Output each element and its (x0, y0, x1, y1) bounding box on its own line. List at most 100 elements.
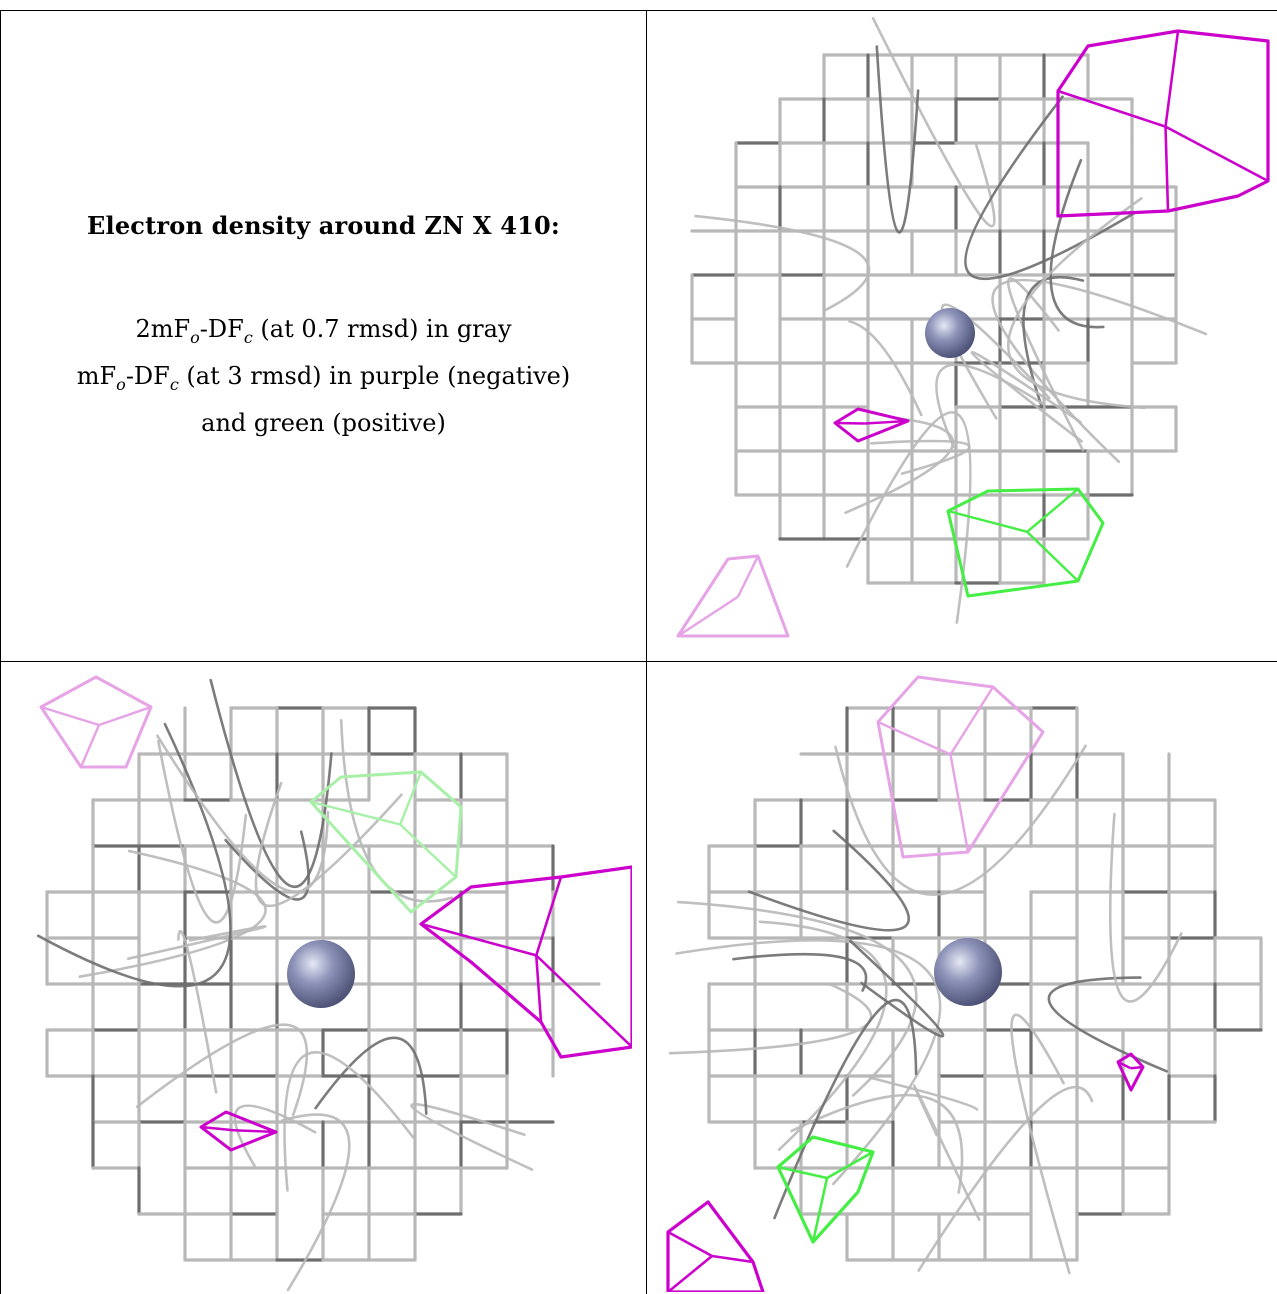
negative-cage-small-spoke (200, 1125, 234, 1132)
legend-line-fo: mFo-DFc (at 3 rmsd) in purple (negative) (76, 361, 571, 394)
positive-cage-faint-outline (309, 770, 463, 914)
negative-cage-small-spoke (1117, 1060, 1132, 1070)
mesh-strand (78, 849, 267, 978)
negative-cage-faint-spoke (98, 705, 152, 727)
negative-cage-corner-spoke (667, 1230, 713, 1258)
positive-cage-outline (946, 487, 1105, 598)
negative-cage-small (1116, 1052, 1145, 1092)
mesh-strand (834, 744, 1087, 896)
mesh-strand (869, 1076, 979, 1111)
caption-legend: 2mFo-DFc (at 0.7 rmsd) in gray mFo-DFc (… (77, 310, 571, 442)
mesh-strand (280, 1113, 351, 1292)
mesh-strand (935, 363, 1044, 449)
mesh-strand (970, 351, 1083, 443)
mesh-strand (917, 1085, 1094, 1272)
negative-cage-faint-spoke (79, 724, 101, 768)
density-view-3 (663, 662, 1275, 1292)
gray-mesh (690, 17, 1208, 624)
negative-cage-corner-spoke (711, 1254, 754, 1264)
mesh-strand (224, 830, 310, 901)
density-view-1 (648, 11, 1272, 641)
positive-cage-spoke (947, 509, 1028, 533)
negative-cage-faint-spoke (40, 705, 100, 727)
positive-cage (946, 487, 1105, 598)
legend-line-2fo: 2mFo-DFc (at 0.7 rmsd) in gray (135, 315, 512, 347)
mesh-strand (314, 1036, 428, 1115)
negative-cage-faint-spoke (736, 555, 760, 598)
positive-cage-spoke (1026, 488, 1079, 533)
mesh-strand (875, 45, 920, 234)
negative-cage-small (199, 1110, 278, 1152)
gray-mesh (668, 706, 1263, 1275)
positive-cage-faint (309, 770, 463, 914)
mesh-strand (668, 983, 873, 1055)
negative-cage-top-spoke (1164, 125, 1269, 183)
negative-cage-top-spoke (1164, 126, 1170, 212)
mesh-strand (790, 1093, 964, 1194)
gray-mesh (36, 678, 601, 1292)
mesh-strand (940, 303, 1051, 420)
positive-cage-faint-spoke (310, 800, 401, 826)
mesh-strand (1108, 812, 1183, 1003)
mesh-strand (844, 416, 955, 514)
negative-cage-right-spoke (534, 955, 543, 1023)
positive-cage-spoke (826, 1150, 874, 1180)
negative-cage-faint (676, 554, 790, 638)
negative-cage-faint-outline (39, 675, 153, 769)
positive-cage-outline (776, 1135, 875, 1244)
mesh-strand (283, 1051, 415, 1192)
negative-cage-faint-spoke (949, 686, 995, 756)
mesh-strand (1047, 976, 1168, 1073)
table-border-top (0, 10, 1277, 11)
mesh-strand (964, 95, 1137, 280)
negative-cage-small-spoke (233, 1129, 277, 1134)
caption-title: Electron density around ZN X 410: (87, 211, 560, 240)
negative-cage-faint-spoke (677, 595, 739, 638)
negative-cage-corner-spoke (667, 1255, 713, 1292)
negative-cage-right-spoke (535, 954, 632, 1048)
mesh-strand (849, 939, 945, 1038)
negative-cage-top-spoke (1057, 89, 1166, 128)
mesh-strand (871, 17, 996, 228)
mesh-view-2 (36, 675, 632, 1292)
mesh-strand (36, 722, 232, 988)
mesh-strand (135, 1023, 309, 1117)
mesh-strand (339, 719, 454, 903)
caption-cell: Electron density around ZN X 410: 2mFo-D… (1, 11, 646, 671)
density-view-2 (1, 662, 632, 1292)
negative-cage-faint-spoke (877, 720, 951, 756)
mesh-strand (1006, 197, 1146, 410)
negative-cage-faint-outline (876, 675, 1045, 859)
mesh-view-1 (676, 17, 1270, 638)
mesh-strand (156, 734, 330, 893)
positive-cage-spoke (777, 1165, 828, 1180)
mesh-strand (694, 214, 871, 312)
positive-cage-spoke (811, 1177, 829, 1243)
positive-cage-spoke (1026, 530, 1079, 582)
positive-cage-faint-spoke (399, 823, 457, 878)
mesh-strand (747, 829, 911, 932)
mesh-strand (676, 900, 918, 1097)
zinc-atom-sphere (934, 938, 1002, 1006)
negative-cage-small-spoke (1130, 1065, 1144, 1070)
negative-cage-right-spoke (420, 922, 537, 957)
mesh-strand (1006, 277, 1085, 452)
negative-cage-top (1056, 29, 1270, 218)
legend-line-colors: and green (positive) (201, 408, 446, 437)
mesh-strand (845, 411, 972, 624)
mesh-strand (732, 952, 868, 992)
negative-cage-small-spoke (864, 419, 909, 425)
zinc-atom-sphere (925, 308, 975, 358)
positive-cage (776, 1135, 875, 1244)
negative-cage-faint-spoke (949, 754, 970, 853)
negative-cage-small (833, 407, 910, 443)
mesh-strand (1049, 158, 1105, 329)
mesh-strand (758, 920, 888, 1151)
zinc-atom-sphere (287, 940, 355, 1008)
mesh-strand (410, 1102, 534, 1171)
table-border-center (646, 10, 647, 1294)
mesh-strand (157, 739, 248, 924)
mesh-strand (848, 320, 923, 417)
negative-cage-small-outline (833, 407, 910, 443)
negative-cage-top-spoke (1164, 30, 1180, 127)
